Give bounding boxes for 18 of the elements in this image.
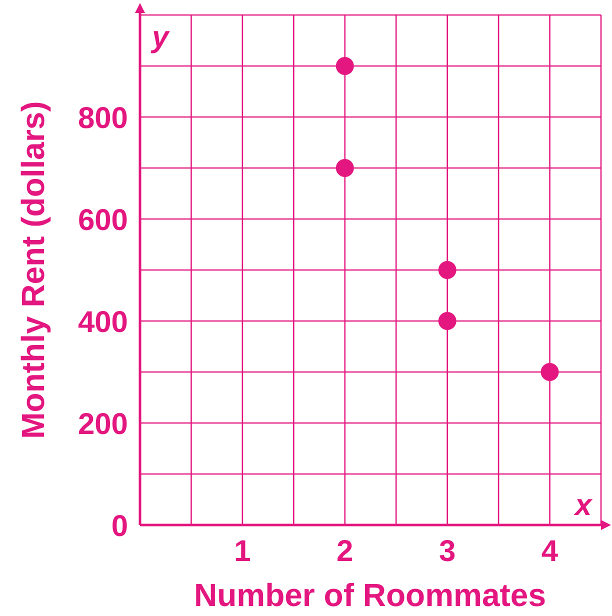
y-tick-label: 400 [78,306,128,339]
x-tick-label: 1 [234,535,251,568]
point [438,261,456,279]
x-axis-title: Number of Roommates [194,577,546,613]
x-tick-label: 4 [541,535,558,568]
annotation: x [573,489,593,522]
x-tick-label: 3 [438,535,456,568]
y-tick-label: 200 [78,408,128,441]
x-tick-label: 2 [336,535,354,568]
point [438,312,456,330]
y-tick-label: 0 [111,510,128,543]
y-axis-title: Monthly Rent (dollars) [15,101,51,439]
point [336,159,354,177]
annotation: y [150,21,170,54]
y-tick-label: 800 [78,102,128,135]
point [540,363,559,381]
y-tick-label: 600 [78,204,128,237]
point [336,57,354,75]
